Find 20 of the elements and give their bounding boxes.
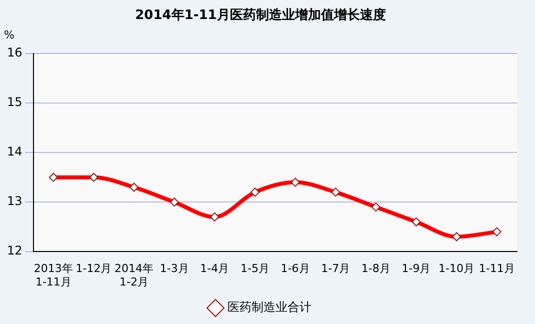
chart-title: 2014年1-11月医药制造业增加值增长速度 <box>135 7 386 24</box>
y-tick-label: 14 <box>6 144 22 159</box>
y-tick-label: 12 <box>6 244 22 258</box>
x-tick-label: 2013年1-11月 <box>34 262 73 288</box>
x-tick-label: 1-4月 <box>200 262 230 276</box>
x-tick-label: 1-10月 <box>438 262 475 276</box>
x-tick-label: 1-11月 <box>478 262 515 276</box>
x-tick-label: 1-12月 <box>76 262 112 276</box>
x-tick-label: 2014年1-2月 <box>114 262 154 288</box>
y-tick-label: 15 <box>6 95 22 110</box>
legend-label: 医药制造业合计 <box>228 300 312 314</box>
x-tick-label: 1-8月 <box>361 262 390 276</box>
x-tick-label: 1-6月 <box>280 262 310 276</box>
y-tick-label: 13 <box>6 194 22 208</box>
x-tick-label: 1-9月 <box>402 262 431 276</box>
x-tick-label: 1-7月 <box>321 262 350 276</box>
y-tick-label: 16 <box>6 46 22 60</box>
y-axis-title: % <box>4 28 14 42</box>
x-tick-label: 1-5月 <box>240 262 270 276</box>
x-tick-label: 1-3月 <box>160 262 189 276</box>
